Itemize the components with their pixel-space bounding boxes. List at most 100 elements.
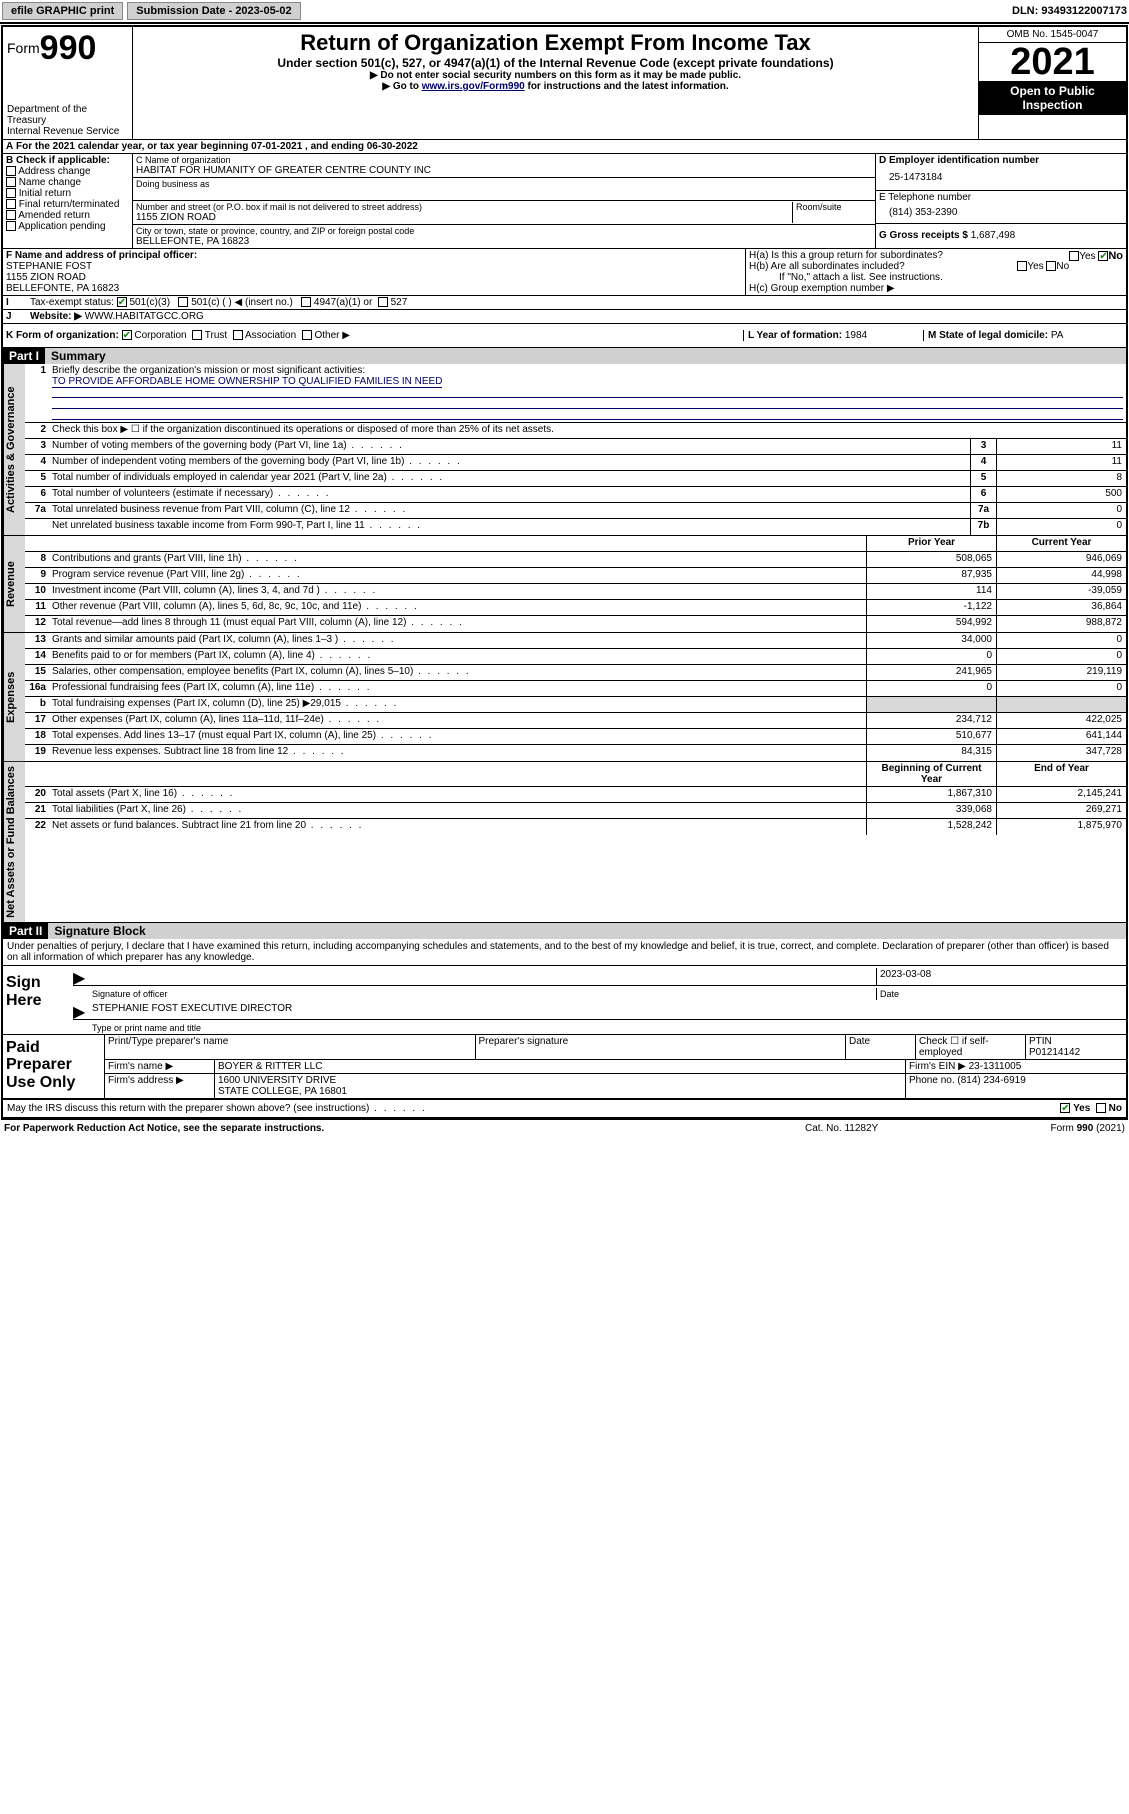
table-row: 14Benefits paid to or for members (Part …: [25, 649, 1126, 665]
k-assoc-checkbox[interactable]: [233, 330, 243, 340]
k-corp-checkbox[interactable]: [122, 330, 132, 340]
ptin-value: P01214142: [1029, 1047, 1123, 1058]
hb-note: If "No," attach a list. See instructions…: [749, 272, 1123, 283]
tab-governance: Activities & Governance: [3, 364, 25, 535]
officer-addr1: 1155 ZION ROAD: [6, 272, 86, 283]
discuss-yes-checkbox[interactable]: [1060, 1103, 1070, 1113]
table-row: 20Total assets (Part X, line 16)1,867,31…: [25, 787, 1126, 803]
table-row: 12Total revenue—add lines 8 through 11 (…: [25, 616, 1126, 632]
table-row: 10Investment income (Part VIII, column (…: [25, 584, 1126, 600]
irs-link[interactable]: www.irs.gov/Form990: [422, 81, 525, 92]
m-value: PA: [1051, 330, 1064, 341]
527-checkbox[interactable]: [378, 297, 388, 307]
tax-year: 2021: [979, 43, 1126, 81]
room-suite-label: Room/suite: [792, 202, 872, 223]
form-header: Form990 Department of the Treasury Inter…: [3, 27, 1126, 140]
website-label: Website: ▶: [30, 311, 82, 322]
4947-checkbox[interactable]: [301, 297, 311, 307]
ptin-label: PTIN: [1029, 1036, 1123, 1047]
table-row: 7aTotal unrelated business revenue from …: [25, 503, 1126, 519]
name-arrow-icon: ▶: [73, 1002, 89, 1019]
website-value: WWW.HABITATGCC.ORG: [85, 311, 204, 322]
form-number: Form990: [7, 29, 128, 68]
table-row: 13Grants and similar amounts paid (Part …: [25, 633, 1126, 649]
hb-yes-checkbox[interactable]: [1017, 261, 1027, 271]
firm-phone: (814) 234-6919: [957, 1075, 1025, 1086]
officer-name: STEPHANIE FOST: [6, 261, 92, 272]
phone-value: (814) 353-2390: [879, 203, 1123, 222]
org-name: HABITAT FOR HUMANITY OF GREATER CENTRE C…: [136, 165, 872, 176]
501c3-checkbox[interactable]: [117, 297, 127, 307]
dba-label: Doing business as: [136, 179, 872, 189]
page-footer: For Paperwork Reduction Act Notice, see …: [0, 1121, 1129, 1136]
table-row: 21Total liabilities (Part X, line 26)339…: [25, 803, 1126, 819]
gross-receipts-value: 1,687,498: [971, 230, 1016, 241]
cat-no: Cat. No. 11282Y: [805, 1123, 965, 1134]
table-row: 8Contributions and grants (Part VIII, li…: [25, 552, 1126, 568]
table-row: 11Other revenue (Part VIII, column (A), …: [25, 600, 1126, 616]
period-line: A For the 2021 calendar year, or tax yea…: [3, 140, 421, 153]
officer-sig-name: STEPHANIE FOST EXECUTIVE DIRECTOR: [89, 1002, 1126, 1019]
signature-arrow-icon: ▶: [73, 968, 89, 985]
discuss-question: May the IRS discuss this return with the…: [7, 1103, 962, 1114]
firm-phone-label: Phone no.: [909, 1075, 955, 1086]
hb-label: H(b) Are all subordinates included?: [749, 261, 905, 272]
firm-addr2: STATE COLLEGE, PA 16801: [218, 1086, 902, 1097]
form-footer-label: Form 990 (2021): [965, 1123, 1125, 1134]
l-value: 1984: [845, 330, 867, 341]
tab-revenue: Revenue: [3, 536, 25, 632]
hc-label: H(c) Group exemption number ▶: [749, 283, 1123, 294]
form-container: Form990 Department of the Treasury Inter…: [1, 25, 1128, 1120]
ha-yes-checkbox[interactable]: [1069, 251, 1079, 261]
l-label: L Year of formation:: [748, 330, 842, 341]
part-ii-header: Part II Signature Block: [3, 923, 1126, 939]
public-inspection-label: Open to Public Inspection: [979, 81, 1126, 115]
dln-label: DLN: 93493122007173: [1012, 5, 1127, 17]
ein-label: D Employer identification number: [879, 155, 1123, 166]
boy-header: Beginning of Current Year: [866, 762, 996, 786]
form-title: Return of Organization Exempt From Incom…: [139, 30, 972, 56]
part-i-header: Part I Summary: [3, 348, 1126, 364]
current-year-header: Current Year: [996, 536, 1126, 551]
table-row: 15Salaries, other compensation, employee…: [25, 665, 1126, 681]
firm-name: BOYER & RITTER LLC: [215, 1060, 906, 1073]
instr-ssn: ▶ Do not enter social security numbers o…: [139, 70, 972, 81]
mission-text: TO PROVIDE AFFORDABLE HOME OWNERSHIP TO …: [52, 376, 442, 388]
table-row: 19Revenue less expenses. Subtract line 1…: [25, 745, 1126, 761]
firm-ein: 23-1311005: [969, 1061, 1022, 1072]
k-other-checkbox[interactable]: [302, 330, 312, 340]
discuss-no-checkbox[interactable]: [1096, 1103, 1106, 1113]
submission-date-label: Submission Date - 2023-05-02: [127, 2, 300, 20]
efile-print-button[interactable]: efile GRAPHIC print: [2, 2, 123, 20]
table-row: bTotal fundraising expenses (Part IX, co…: [25, 697, 1126, 713]
hb-no-checkbox[interactable]: [1046, 261, 1056, 271]
k-trust-checkbox[interactable]: [192, 330, 202, 340]
eoy-header: End of Year: [996, 762, 1126, 786]
ha-no-checkbox[interactable]: [1098, 251, 1108, 261]
table-row: 6Total number of volunteers (estimate if…: [25, 487, 1126, 503]
prep-name-header: Print/Type preparer's name: [105, 1035, 476, 1059]
topbar: efile GRAPHIC print Submission Date - 20…: [0, 0, 1129, 24]
firm-addr1: 1600 UNIVERSITY DRIVE: [218, 1075, 902, 1086]
instr-link-line: ▶ Go to www.irs.gov/Form990 for instruct…: [139, 81, 972, 92]
table-row: 16aProfessional fundraising fees (Part I…: [25, 681, 1126, 697]
501c-checkbox[interactable]: [178, 297, 188, 307]
table-row: 9Program service revenue (Part VIII, lin…: [25, 568, 1126, 584]
officer-addr2: BELLEFONTE, PA 16823: [6, 283, 119, 294]
line2-text: Check this box ▶ ☐ if the organization d…: [49, 423, 1126, 438]
table-row: 17Other expenses (Part IX, column (A), l…: [25, 713, 1126, 729]
table-row: 3Number of voting members of the governi…: [25, 439, 1126, 455]
firm-name-label: Firm's name ▶: [105, 1060, 215, 1073]
phone-label: E Telephone number: [879, 192, 1123, 203]
pra-notice: For Paperwork Reduction Act Notice, see …: [4, 1123, 805, 1134]
prep-date-header: Date: [846, 1035, 916, 1059]
gross-receipts-label: G Gross receipts $: [879, 230, 968, 241]
dept-label: Department of the Treasury: [7, 104, 128, 126]
tax-status-label: Tax-exempt status:: [30, 297, 114, 308]
org-name-label: C Name of organization: [136, 155, 872, 165]
prep-sig-header: Preparer's signature: [476, 1035, 847, 1059]
city-label: City or town, state or province, country…: [136, 226, 872, 236]
tab-net-assets: Net Assets or Fund Balances: [3, 762, 25, 922]
sign-here-label: Sign Here: [3, 966, 73, 1034]
table-row: 4Number of independent voting members of…: [25, 455, 1126, 471]
